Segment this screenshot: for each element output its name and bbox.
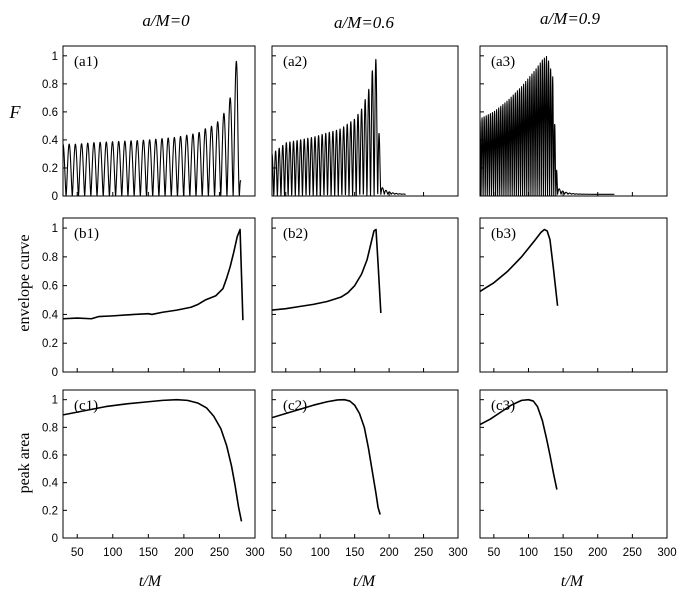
panel-frame [62,389,256,539]
y-tick-label: 0.4 [42,309,59,321]
y-tick-label: 1 [52,395,58,407]
panel-c2: 50 100 150 200 250 300 (c2) [271,389,468,559]
panel-c3: 50 100 150 200 250 300 (c3) [479,389,677,559]
x-tick-label: 200 [588,547,607,559]
x-tick-label: 200 [174,547,193,559]
row-ylabels: F envelope curve peak area [9,102,34,493]
y-tick-label: 0.8 [42,79,58,91]
x-tick-label: 300 [245,547,264,559]
x-tick-label: 50 [279,547,292,559]
panel-label-c3: (c3) [491,398,515,414]
y-tick-label: 0.8 [42,252,58,264]
panel-b1: 0 0.2 0.4 0.6 0.8 1 (b1) [42,217,256,379]
row-ylabel-F: F [9,102,22,122]
series-line-c3 [480,398,558,490]
series-line-a2 [272,58,406,196]
xlabel-col-2: t/M [353,573,377,590]
panel-frame [479,217,668,373]
x-tick-label: 100 [103,547,122,559]
panels: 0 0.2 0.4 0.6 0.8 1 (a1) (a2) (a3) 0 0.2 0.4 0.6 0.8 1… [42,45,677,559]
series-line-c1 [63,398,243,522]
column-title-3: a/M=0.9 [540,9,601,28]
row-ylabel-envelope: envelope curve [16,234,33,331]
y-tick-label: 0.4 [42,135,59,147]
series-line-a1 [63,60,242,196]
panel-label-a3: (a3) [491,54,515,70]
y-tick-label: 0.4 [42,478,59,490]
xlabel-col-3: t/M [561,573,585,590]
panel-label-b2: (b2) [283,226,308,242]
x-tick-label: 200 [380,547,399,559]
y-tick-label: 0.6 [42,107,58,119]
y-tick-label: 1 [52,223,58,235]
panel-label-a2: (a2) [283,54,307,70]
x-tick-label: 150 [345,547,364,559]
x-tick-label: 150 [554,547,573,559]
panel-frame [62,217,256,373]
panel-label-b3: (b3) [491,226,516,242]
column-xlabels: t/M t/M t/M [139,573,585,590]
column-title-1: a/M=0 [142,11,190,30]
panel-a1: 0 0.2 0.4 0.6 0.8 1 (a1) [42,45,256,203]
panel-b3: (b3) [479,217,668,373]
panel-b2: (b2) [271,217,459,373]
column-titles: a/M=0 a/M=0.6 a/M=0.9 [142,9,600,32]
panel-a3: (a3) [479,45,668,197]
panel-frame [479,389,668,539]
series-line-a3 [480,55,615,196]
y-tick-label: 0.2 [42,505,58,517]
y-tick-label: 0 [52,367,58,379]
y-tick-label: 0 [52,533,58,545]
panel-label-c2: (c2) [283,398,307,414]
x-tick-label: 150 [139,547,158,559]
x-tick-label: 100 [311,547,330,559]
series-line-b1 [63,228,244,321]
y-tick-label: 0.8 [42,422,58,434]
series-line-c2 [272,398,381,515]
x-tick-label: 50 [71,547,84,559]
y-tick-label: 1 [52,51,58,63]
column-title-2: a/M=0.6 [334,13,395,32]
panel-frame [271,389,459,539]
panel-frame [62,45,256,197]
x-tick-label: 300 [657,547,676,559]
panel-a2: (a2) [271,45,459,197]
panel-label-b1: (b1) [74,226,99,242]
panel-label-c1: (c1) [74,398,98,414]
x-tick-label: 250 [414,547,433,559]
y-tick-label: 0.2 [42,338,58,350]
panel-frame [271,45,459,197]
series-line-b2 [272,228,382,314]
x-tick-label: 100 [519,547,538,559]
panel-label-a1: (a1) [74,54,98,70]
x-tick-label: 250 [623,547,642,559]
series-line-b3 [480,228,559,306]
y-tick-label: 0.6 [42,281,58,293]
y-tick-label: 0.6 [42,450,58,462]
row-ylabel-peak-area: peak area [16,433,33,494]
panel-frame [271,217,459,373]
xlabel-col-1: t/M [139,573,163,590]
x-tick-label: 50 [487,547,500,559]
y-tick-label: 0.2 [42,163,58,175]
x-tick-label: 250 [210,547,229,559]
y-tick-label: 0 [52,191,58,203]
x-tick-label: 300 [448,547,467,559]
